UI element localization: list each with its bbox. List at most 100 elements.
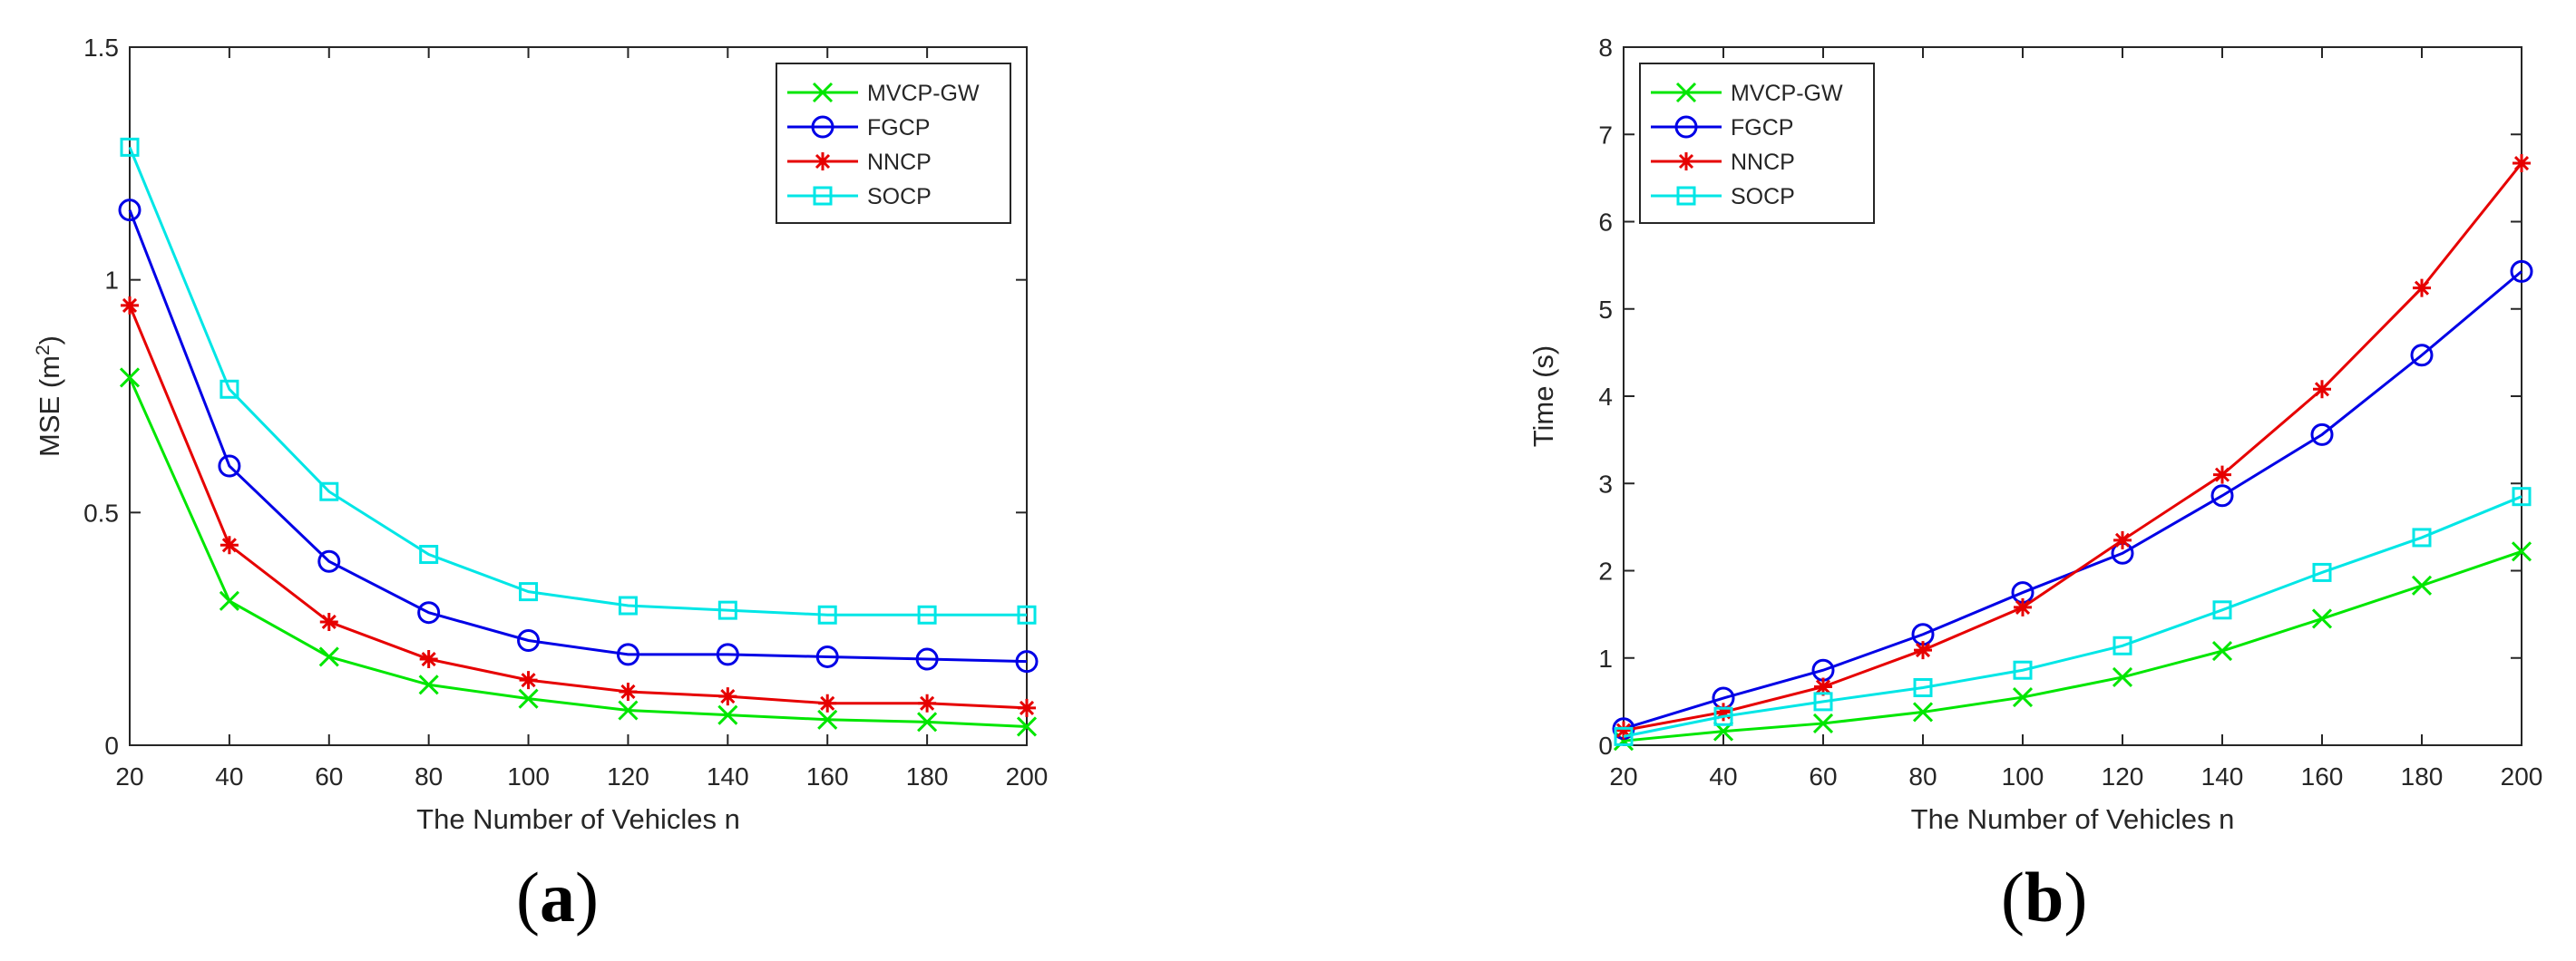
plot-area: [129, 46, 1028, 746]
legend-marker: [814, 152, 832, 170]
legend-item: SOCP: [1651, 184, 1795, 209]
y-tick-label: 5: [1598, 296, 1613, 324]
panel-label-b: (b): [2001, 858, 2088, 937]
series-line: [1623, 495, 2522, 738]
data-point: [1913, 677, 1933, 697]
data-point: [1912, 702, 1934, 723]
legend-marker: [1675, 82, 1697, 103]
data-point: [1714, 703, 1732, 722]
data-point: [518, 688, 539, 709]
x-tick-label: 60: [1809, 762, 1837, 791]
y-tick-label: 1.5: [83, 34, 119, 62]
series-line: [1623, 270, 2522, 731]
series-line: [128, 146, 1027, 616]
data-point: [1615, 721, 1633, 740]
legend-marker: [811, 115, 834, 139]
data-point: [2210, 484, 2234, 508]
data-point: [717, 704, 738, 725]
series-line: [128, 376, 1028, 728]
legend-item: MVCP-GW: [1651, 81, 1843, 106]
data-point: [717, 600, 737, 620]
data-point: [419, 650, 438, 669]
x-tick-label: 120: [2102, 762, 2144, 791]
data-point: [121, 296, 139, 315]
data-point: [220, 536, 239, 555]
data-point: [818, 694, 837, 713]
y-tick-label: 7: [1598, 121, 1613, 149]
y-tick-label: 0: [1598, 732, 1613, 760]
data-point: [1614, 726, 1634, 746]
data-point: [917, 605, 937, 625]
data-point: [517, 629, 541, 652]
data-point: [120, 137, 140, 157]
data-point: [2312, 562, 2332, 582]
series-line: [128, 305, 1028, 710]
chart-b: 20 40 60 80 100 120 140 160 180 200 0 1 2 3 4 5 6 7 8 The N…: [1527, 34, 2542, 835]
data-point: [815, 645, 839, 668]
legend-item: MVCP-GW: [787, 81, 980, 106]
x-tick-label: 140: [2201, 762, 2244, 791]
data-point: [1017, 605, 1037, 625]
data-point: [1015, 650, 1039, 674]
data-point: [2313, 380, 2331, 399]
legend-item: SOCP: [787, 184, 932, 209]
x-tick-label: 200: [2501, 762, 2543, 791]
data-point: [319, 481, 339, 501]
x-tick-label: 100: [507, 762, 550, 791]
data-point: [918, 694, 937, 713]
x-axis-label: The Number of Vehicles n: [416, 803, 740, 835]
x-tick-label: 160: [806, 762, 849, 791]
y-tick-label: 8: [1598, 34, 1613, 62]
data-point: [2410, 344, 2434, 367]
data-point: [418, 675, 439, 695]
data-point: [1813, 692, 1833, 712]
legend-marker: [1677, 152, 1695, 170]
data-point: [618, 596, 638, 616]
data-point: [2113, 530, 2132, 549]
data-point: [119, 367, 141, 388]
x-tick-label: 200: [1006, 762, 1049, 791]
y-tick-label: 3: [1598, 470, 1613, 498]
x-tick-label: 80: [415, 762, 443, 791]
x-tick-label: 160: [2301, 762, 2344, 791]
data-point: [2510, 259, 2533, 283]
y-tick-label: 6: [1598, 209, 1613, 237]
data-point: [1713, 706, 1733, 726]
data-point: [619, 682, 638, 701]
x-tick-label: 20: [115, 762, 143, 791]
x-tick-label: 40: [1709, 762, 1737, 791]
legend-label: MVCP-GW: [1731, 81, 1843, 106]
series-socp: [120, 137, 1037, 625]
chart-a: 20 40 60 80 100 120 140 160 180 200 0 0.5 1 1.5 The Nu…: [33, 34, 1049, 835]
series-nncp: [1615, 154, 2531, 740]
data-point: [2311, 608, 2333, 629]
data-point: [716, 643, 739, 666]
x-tick-label: 20: [1609, 762, 1637, 791]
data-point: [2112, 666, 2133, 687]
legend-label: FGCP: [867, 115, 930, 141]
series-fgcp: [118, 199, 1039, 674]
legend-marker: [812, 82, 834, 103]
x-tick-label: 80: [1908, 762, 1937, 791]
y-tick-label: 4: [1598, 383, 1613, 411]
legend-marker: [1674, 115, 1698, 139]
x-tick-label: 40: [215, 762, 243, 791]
data-point: [1016, 716, 1038, 737]
legend-label: NNCP: [867, 150, 932, 175]
data-point: [915, 647, 939, 671]
series-line: [1623, 162, 2523, 733]
legend-label: SOCP: [867, 184, 932, 209]
x-axis-label: The Number of Vehicles n: [1911, 803, 2235, 835]
data-point: [1814, 677, 1832, 696]
data-point: [718, 687, 737, 706]
data-point: [118, 199, 141, 222]
series-mvcp-gw: [119, 367, 1038, 737]
data-point: [817, 709, 838, 730]
data-point: [2411, 575, 2433, 596]
data-point: [419, 545, 439, 565]
data-point: [317, 549, 341, 573]
legend-label: MVCP-GW: [867, 81, 980, 106]
y-tick-label: 0.5: [83, 499, 119, 527]
data-point: [519, 582, 539, 602]
